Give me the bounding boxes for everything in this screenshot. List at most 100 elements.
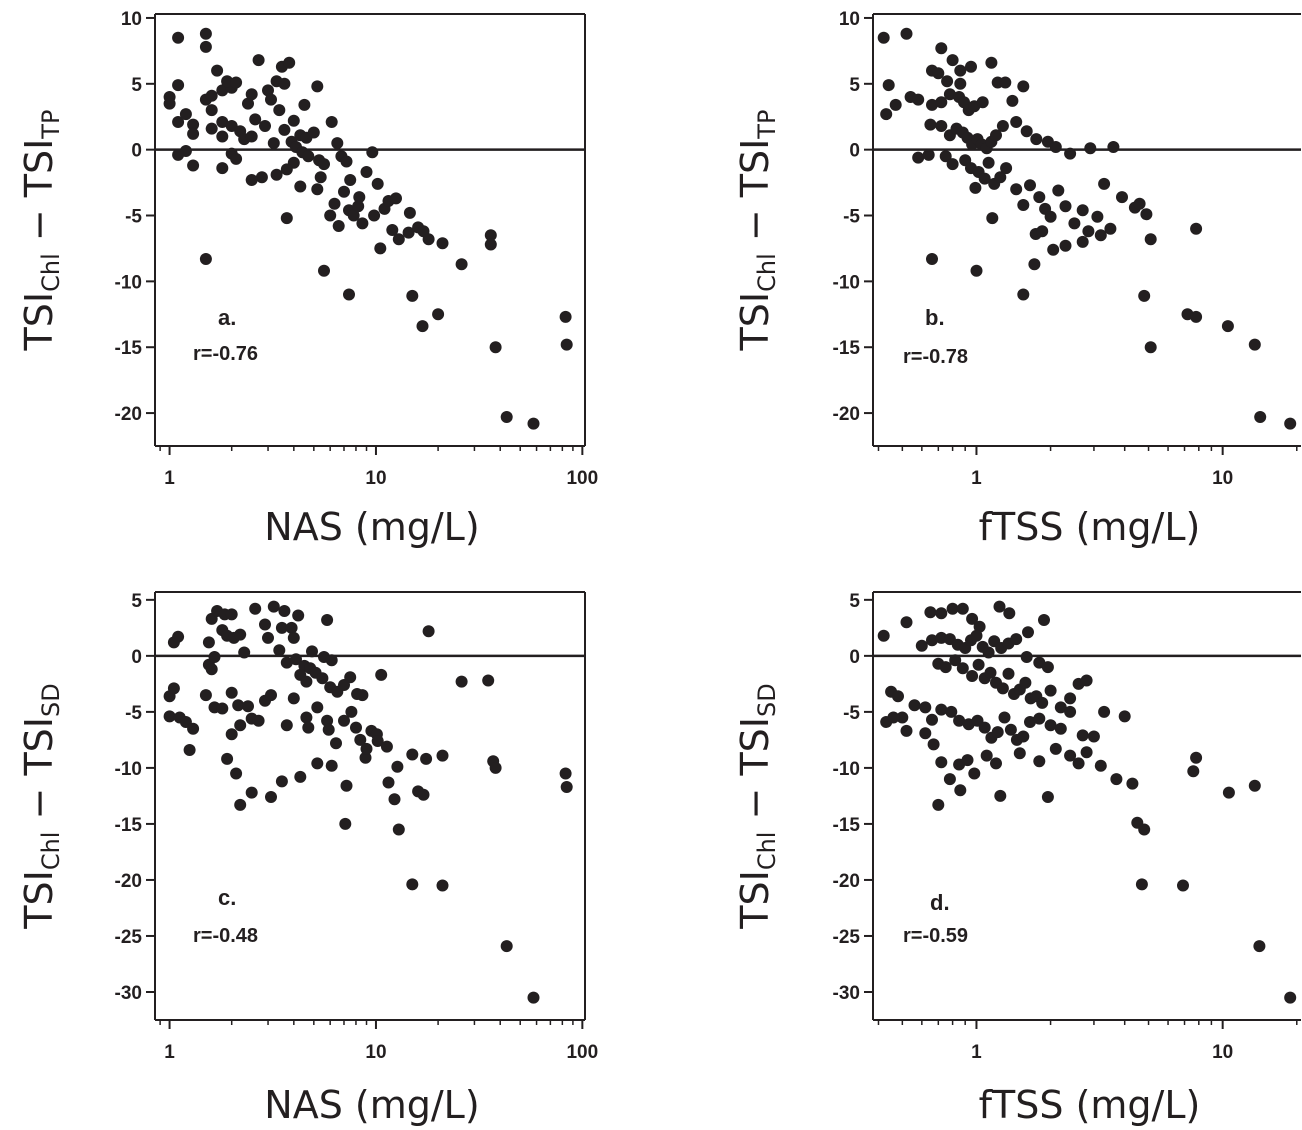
x-axis-title: NAS (mg/L)	[264, 1083, 479, 1127]
data-point	[249, 113, 262, 126]
data-point	[1253, 940, 1266, 953]
data-point	[208, 651, 221, 663]
data-point	[961, 754, 974, 767]
data-point	[1177, 879, 1189, 892]
y-axis-title: TSIChl − TSITP	[733, 110, 781, 352]
data-point	[172, 79, 185, 92]
y-axis-title: TSIChl − TSITP	[17, 110, 65, 352]
x-tick-label: 1	[971, 1042, 982, 1063]
data-point	[245, 130, 258, 143]
data-point	[926, 713, 938, 726]
data-point	[1068, 217, 1081, 230]
data-point	[294, 180, 307, 193]
x-axis-title: fTSS (mg/L)	[979, 1083, 1201, 1127]
data-point	[1036, 696, 1049, 709]
panel-label: b.	[925, 305, 945, 330]
data-point	[340, 779, 353, 792]
data-point	[924, 118, 937, 131]
data-point	[900, 616, 913, 629]
data-point	[956, 602, 969, 615]
data-point	[172, 630, 185, 643]
data-point	[280, 656, 293, 669]
x-tick-label: 10	[365, 468, 386, 489]
data-point	[354, 733, 367, 746]
data-point	[935, 120, 948, 132]
data-point	[225, 728, 238, 741]
data-point	[954, 784, 967, 797]
data-point	[211, 64, 224, 77]
data-point	[199, 253, 212, 265]
data-point	[187, 159, 200, 172]
data-point	[500, 411, 513, 423]
data-point	[283, 56, 296, 69]
data-point	[382, 776, 395, 789]
data-point	[249, 602, 262, 615]
y-tick-label: -5	[125, 207, 142, 228]
data-point	[273, 104, 286, 117]
data-point	[436, 749, 449, 762]
data-point	[316, 672, 329, 685]
y-tick-label: 5	[131, 591, 142, 612]
data-point	[900, 724, 913, 737]
y-tick-label: -15	[115, 338, 143, 359]
data-point	[1006, 94, 1019, 107]
data-point	[216, 702, 229, 715]
data-point	[932, 67, 945, 80]
data-point	[1107, 141, 1120, 153]
data-point	[990, 757, 1002, 770]
data-point	[935, 703, 948, 716]
data-point	[1033, 755, 1046, 768]
data-point	[234, 798, 247, 811]
data-point	[1098, 705, 1111, 718]
data-point	[968, 767, 981, 780]
data-point	[366, 146, 379, 159]
data-point	[924, 606, 937, 619]
panel-label: c.	[218, 885, 236, 910]
data-point	[949, 654, 962, 667]
data-point	[1064, 749, 1077, 762]
data-point	[287, 692, 300, 705]
data-point	[292, 609, 305, 622]
data-point	[945, 705, 958, 718]
data-point	[1190, 751, 1203, 764]
data-point	[1059, 200, 1072, 213]
data-point	[344, 671, 357, 684]
data-point	[1284, 991, 1297, 1004]
data-point	[1254, 411, 1267, 423]
data-point	[994, 789, 1007, 802]
data-point	[238, 646, 251, 659]
data-point	[255, 171, 268, 184]
data-point	[386, 224, 399, 236]
y-tick-label: 10	[121, 9, 142, 30]
data-point	[892, 690, 904, 703]
data-point	[402, 226, 415, 239]
panel-label: a.	[218, 305, 236, 330]
data-point	[455, 675, 468, 688]
data-point	[1187, 765, 1200, 778]
data-point	[1017, 199, 1030, 211]
data-point	[985, 56, 998, 69]
data-point	[262, 631, 274, 644]
data-point	[388, 793, 401, 806]
data-point	[1059, 239, 1072, 252]
data-point	[321, 714, 334, 727]
data-point	[953, 714, 966, 727]
data-point	[245, 88, 258, 101]
correlation-annotation: r=-0.59	[903, 925, 968, 947]
y-tick-label: 0	[849, 141, 860, 162]
data-point	[1144, 233, 1157, 246]
data-point	[996, 682, 1009, 695]
data-point	[966, 612, 979, 625]
data-point	[294, 770, 307, 783]
data-point	[278, 77, 291, 90]
x-axis-title: fTSS (mg/L)	[979, 505, 1201, 549]
data-point	[417, 788, 430, 801]
y-tick-label: 0	[131, 141, 142, 162]
data-point	[1003, 607, 1016, 620]
data-point	[353, 191, 366, 204]
data-point	[406, 748, 419, 761]
data-point	[345, 705, 358, 718]
y-tick-label: -20	[833, 404, 860, 425]
data-point	[205, 89, 218, 102]
data-point	[302, 721, 315, 734]
